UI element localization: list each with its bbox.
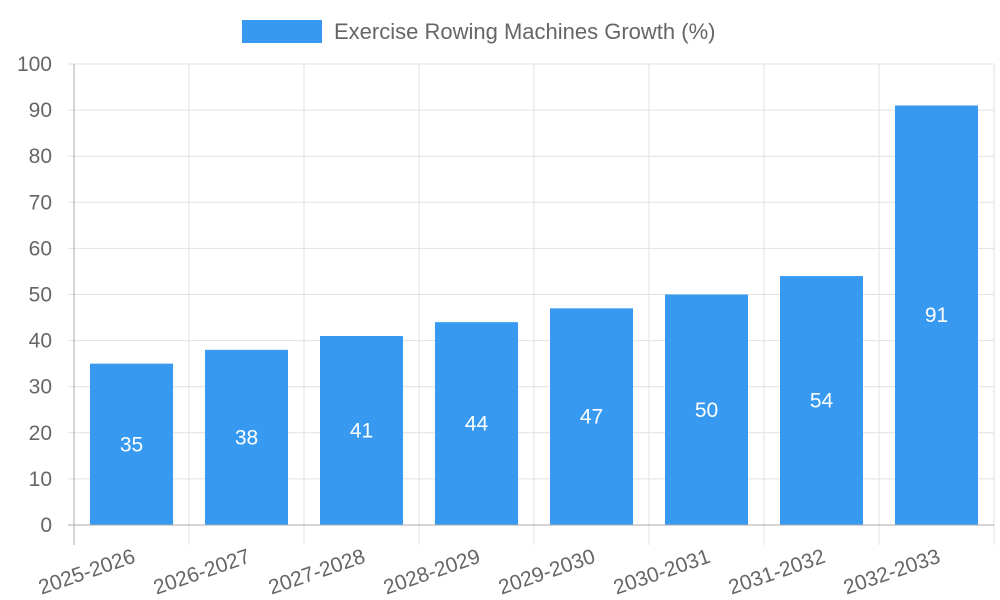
- x-tick-label: 2027-2028: [266, 545, 368, 599]
- bar-value-label: 50: [695, 399, 718, 422]
- y-tick-label: 20: [29, 422, 52, 445]
- bar-value-label: 44: [465, 413, 489, 436]
- x-tick-label: 2031-2032: [726, 545, 828, 599]
- bar-value-label: 38: [235, 426, 258, 449]
- bar-value-label: 35: [120, 433, 143, 456]
- bar: [435, 322, 518, 525]
- bar-value-label: 54: [810, 390, 834, 413]
- y-tick-label: 10: [29, 468, 52, 491]
- y-tick-label: 100: [17, 53, 52, 76]
- legend-label: Exercise Rowing Machines Growth (%): [334, 19, 715, 44]
- bar-value-label: 41: [350, 419, 373, 442]
- y-tick-label: 50: [29, 284, 52, 307]
- x-tick-label: 2028-2029: [381, 545, 483, 599]
- x-tick-label: 2026-2027: [151, 545, 253, 599]
- x-tick-label: 2025-2026: [36, 545, 138, 599]
- bar-value-label: 91: [925, 304, 948, 327]
- y-tick-label: 80: [29, 145, 52, 168]
- bar: [320, 335, 403, 525]
- y-tick-label: 90: [29, 99, 52, 122]
- x-axis-tick-labels: 2025-2026 2026-2027 2027-2028 2028-2029 2029…: [36, 545, 943, 599]
- bar: [205, 349, 288, 525]
- x-tick-label: 2032-2033: [841, 545, 943, 599]
- legend[interactable]: Exercise Rowing Machines Growth (%): [242, 19, 715, 44]
- y-tick-label: 70: [29, 191, 52, 214]
- bars: 35 38 41 44 47 50 54 91: [90, 105, 978, 526]
- bar-value-label: 47: [580, 406, 603, 429]
- bar: [665, 294, 748, 525]
- axes: [68, 64, 994, 545]
- bar: [90, 363, 173, 525]
- bar: [550, 308, 633, 525]
- x-tick-label: 2029-2030: [496, 545, 598, 599]
- legend-swatch: [242, 20, 322, 43]
- y-axis-tick-labels: 0 10 20 30 40 50 60 70 80 90 100: [17, 53, 52, 537]
- y-tick-label: 40: [29, 330, 52, 353]
- y-tick-label: 30: [29, 376, 52, 399]
- x-tick-label: 2030-2031: [611, 545, 713, 599]
- y-tick-label: 0: [40, 514, 52, 537]
- y-tick-label: 60: [29, 237, 52, 260]
- bar: [895, 105, 978, 526]
- bar: [780, 276, 863, 525]
